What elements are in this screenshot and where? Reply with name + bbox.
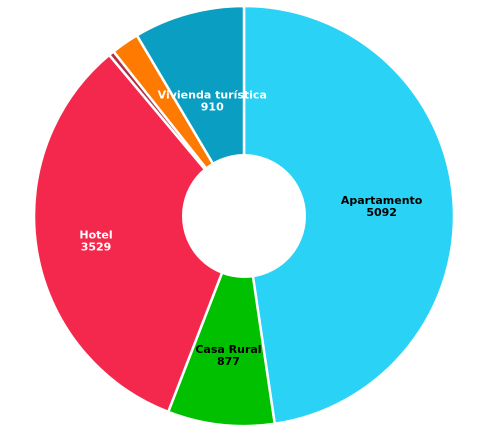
slice-label-vivienda-turistica: Vivienda turística 910: [158, 88, 267, 113]
slice-label-apartamento: Apartamento 5092: [341, 194, 423, 219]
slice-name-vivienda-turistica: Vivienda turística: [158, 88, 267, 101]
slice-name-casa-rural: Casa Rural: [195, 343, 261, 356]
slice-value-casa-rural: 877: [217, 355, 240, 368]
slice-label-casa-rural: Casa Rural 877: [195, 343, 261, 368]
slice-hotel: [32, 53, 246, 414]
slice-name-hotel: Hotel: [79, 228, 112, 241]
slice-value-apartamento: 5092: [366, 206, 397, 219]
slice-value-hotel: 3529: [81, 240, 112, 253]
donut-hole: [182, 154, 306, 278]
slice-apartamento: [242, 4, 456, 425]
slice-value-vivienda-turistica: 910: [201, 100, 224, 113]
slice-label-hotel: Hotel 3529: [79, 228, 112, 253]
slice-name-apartamento: Apartamento: [341, 194, 423, 207]
labels-layer: Apartamento 5092 Casa Rural 877 Hotel 3529 Viv…: [79, 88, 422, 368]
